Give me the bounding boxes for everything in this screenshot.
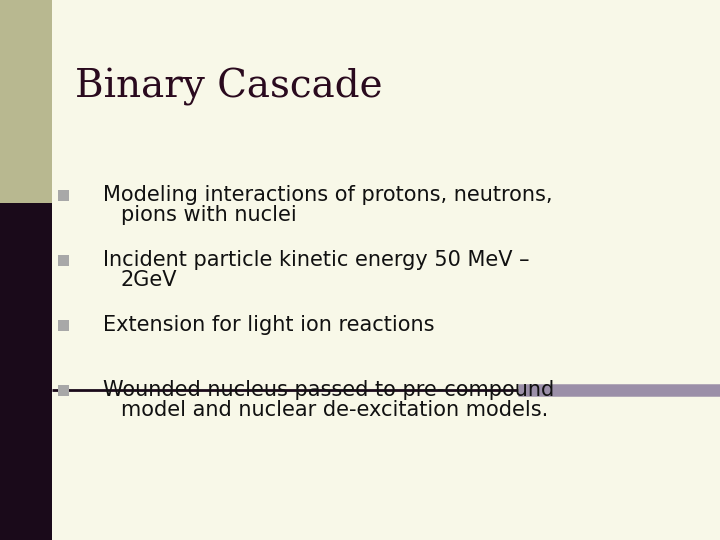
FancyBboxPatch shape bbox=[58, 384, 68, 395]
Text: Binary Cascade: Binary Cascade bbox=[75, 68, 382, 106]
FancyBboxPatch shape bbox=[0, 202, 52, 540]
Text: 2GeV: 2GeV bbox=[121, 270, 178, 290]
FancyBboxPatch shape bbox=[58, 320, 68, 330]
FancyBboxPatch shape bbox=[58, 190, 68, 200]
Text: Incident particle kinetic energy 50 MeV –: Incident particle kinetic energy 50 MeV … bbox=[103, 250, 529, 270]
Text: Modeling interactions of protons, neutrons,: Modeling interactions of protons, neutro… bbox=[103, 185, 552, 205]
Text: Extension for light ion reactions: Extension for light ion reactions bbox=[103, 315, 434, 335]
FancyBboxPatch shape bbox=[58, 254, 68, 266]
Text: model and nuclear de-excitation models.: model and nuclear de-excitation models. bbox=[121, 400, 548, 420]
Text: pions with nuclei: pions with nuclei bbox=[121, 205, 297, 225]
Text: Wounded nucleus passed to pre-compound: Wounded nucleus passed to pre-compound bbox=[103, 380, 554, 400]
FancyBboxPatch shape bbox=[0, 0, 52, 540]
